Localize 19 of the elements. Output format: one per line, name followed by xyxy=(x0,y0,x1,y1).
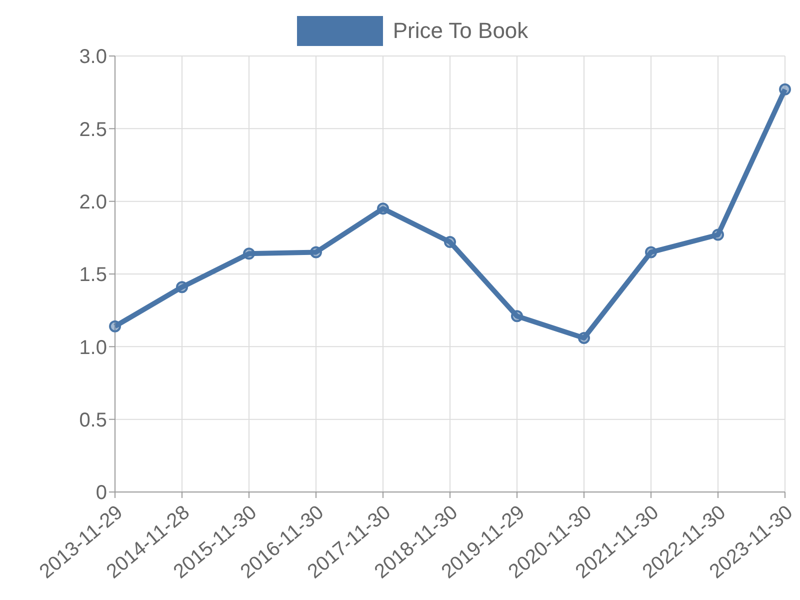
point xyxy=(645,246,657,258)
y-tick-label: 2.0 xyxy=(79,191,107,214)
point xyxy=(377,202,389,215)
point xyxy=(578,332,590,344)
point xyxy=(444,236,456,248)
point xyxy=(511,310,523,322)
y-tick-label: 3.0 xyxy=(79,46,107,68)
y-tick-label: 1.5 xyxy=(79,264,107,286)
y-tick-label: 2.5 xyxy=(79,118,107,141)
point xyxy=(109,320,121,332)
point xyxy=(712,228,724,241)
y-tick-label: 1.0 xyxy=(79,336,107,359)
point xyxy=(310,246,322,258)
point xyxy=(243,248,255,260)
point xyxy=(176,281,188,294)
y-tick-label: 0.5 xyxy=(79,409,107,432)
legend-label: Price To Book xyxy=(392,18,528,44)
point xyxy=(779,83,791,96)
y-tick-label: 0 xyxy=(96,482,107,504)
